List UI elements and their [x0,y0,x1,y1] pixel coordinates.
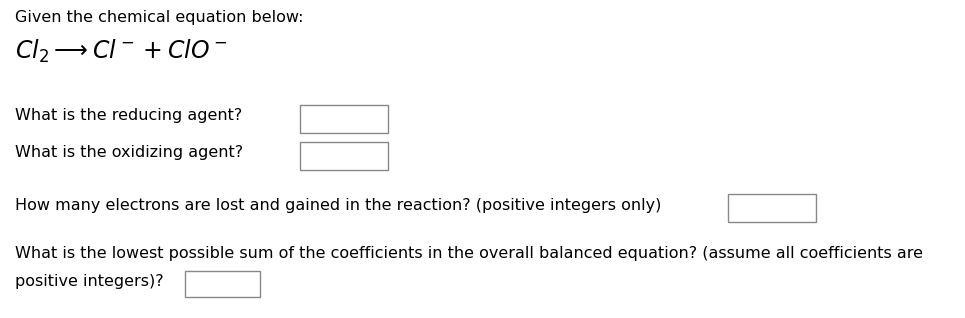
Text: What is the reducing agent?: What is the reducing agent? [15,108,242,123]
Bar [300,142,388,170]
Text: What is the oxidizing agent?: What is the oxidizing agent? [15,145,243,160]
Text: positive integers)?: positive integers)? [15,274,164,289]
Text: Given the chemical equation below:: Given the chemical equation below: [15,10,304,25]
Bar [185,271,260,297]
Bar [300,105,388,133]
Text: $\mathit{Cl}_2 \longrightarrow \mathit{Cl}^- + \mathit{Cl}\mathit{O}^-$: $\mathit{Cl}_2 \longrightarrow \mathit{C… [15,38,228,65]
Text: How many electrons are lost and gained in the reaction? (positive integers only): How many electrons are lost and gained i… [15,198,661,213]
Text: What is the lowest possible sum of the coefficients in the overall balanced equa: What is the lowest possible sum of the c… [15,246,923,261]
Bar [728,194,816,222]
